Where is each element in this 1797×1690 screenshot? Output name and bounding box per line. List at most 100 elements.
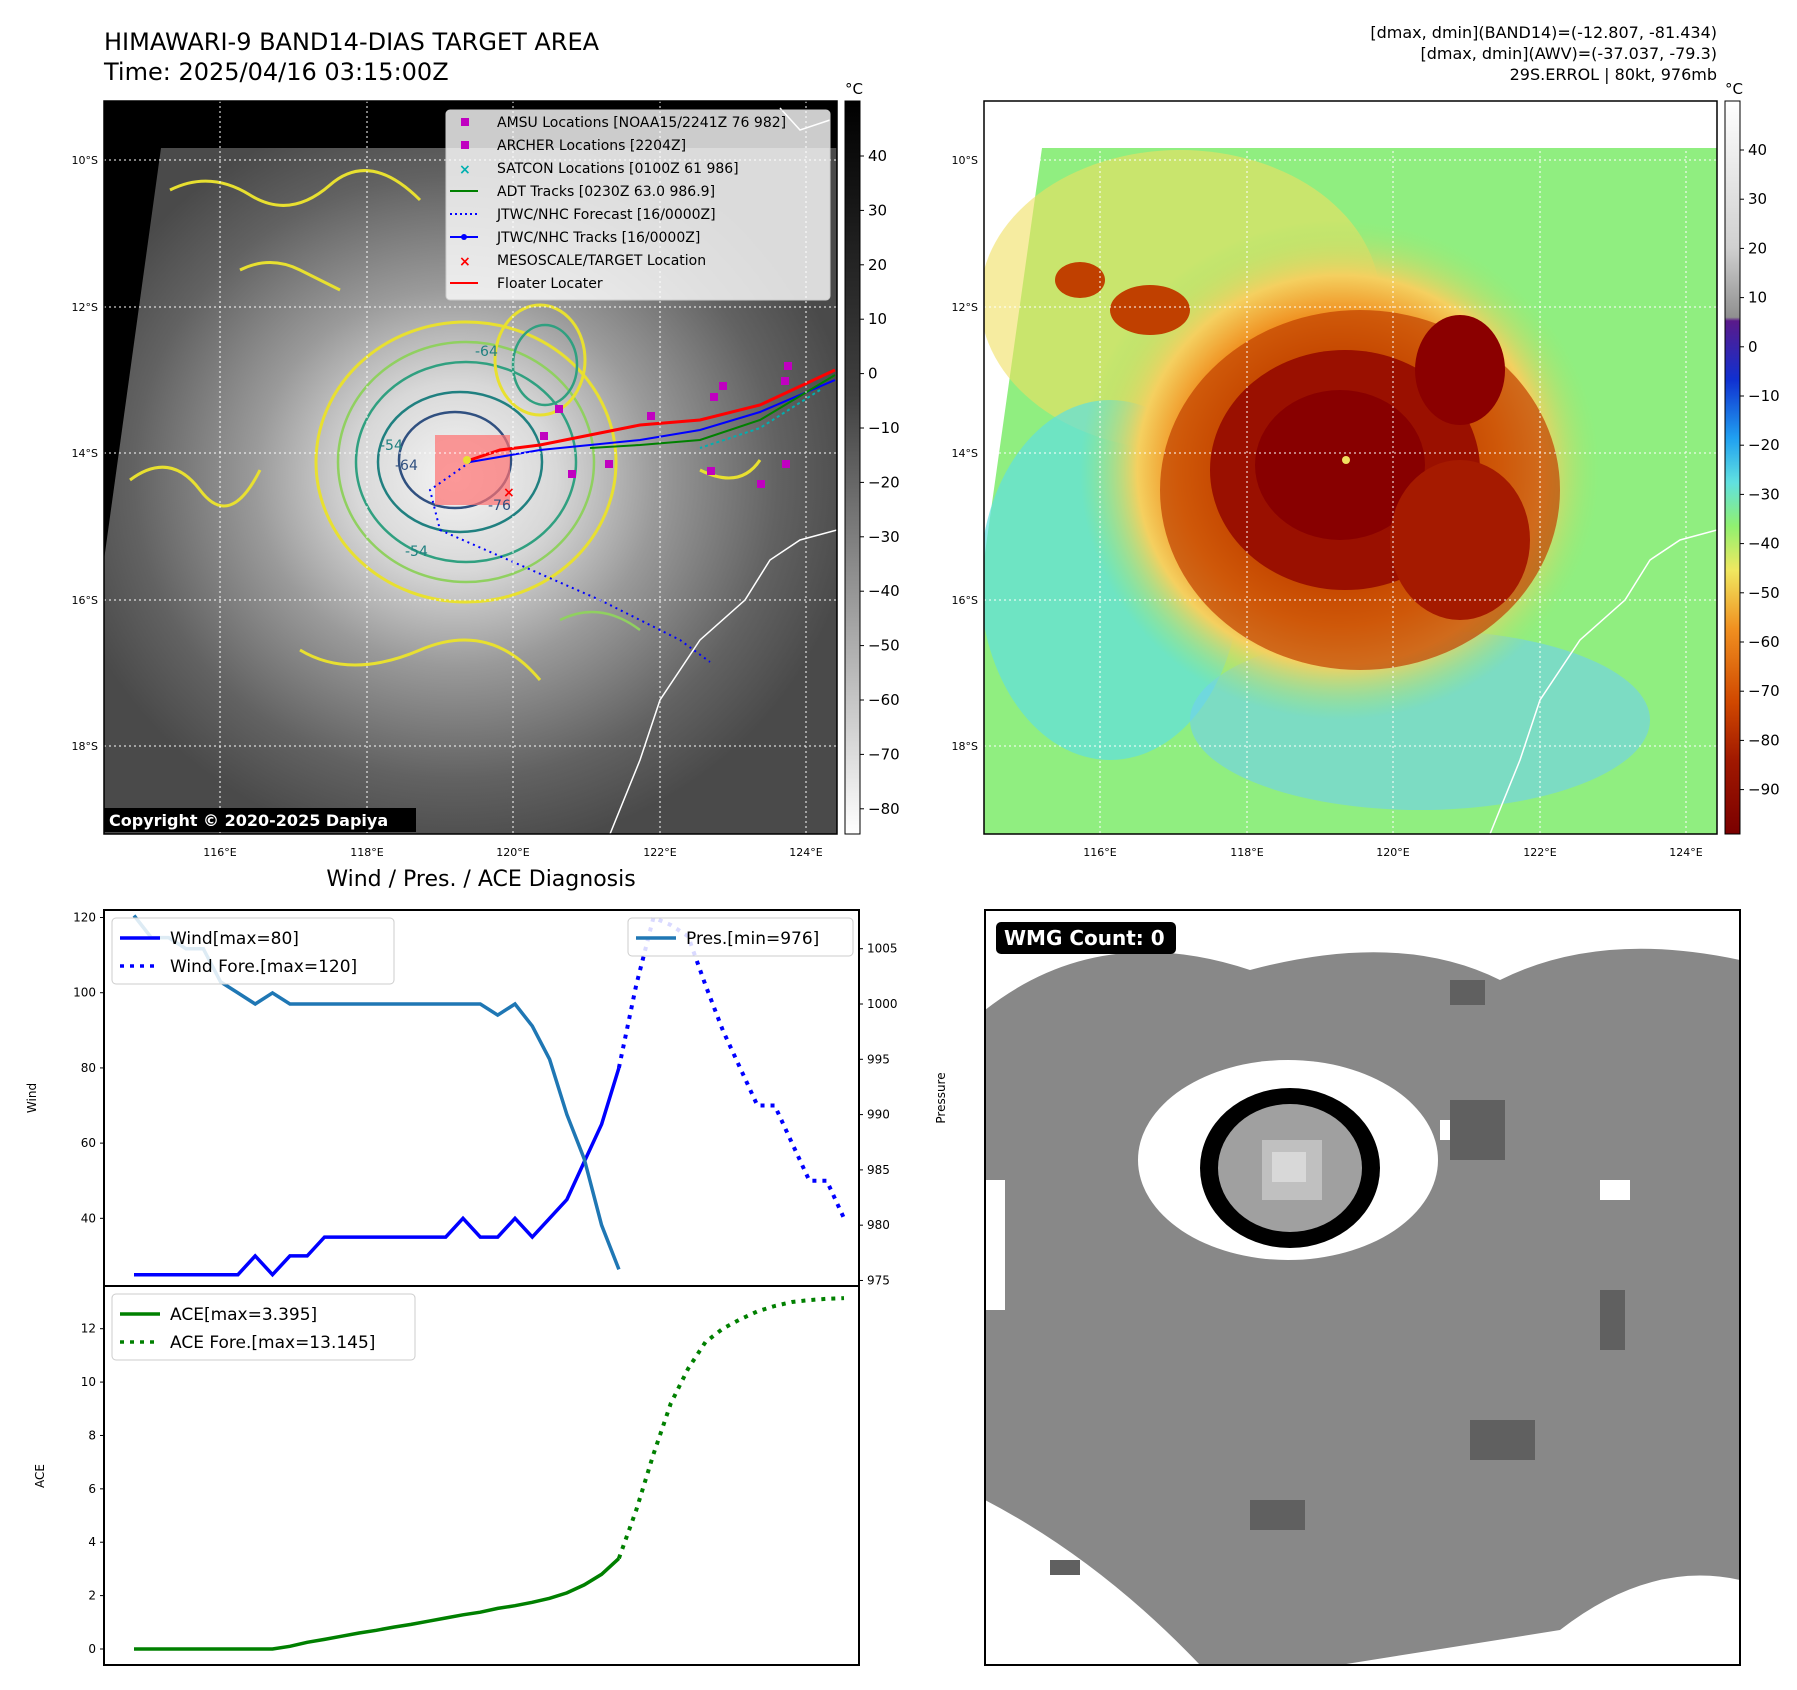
- y-tick-label: 100: [73, 986, 96, 1000]
- y-tick-label: 40: [81, 1211, 96, 1225]
- y-tick-label: 4: [88, 1535, 96, 1549]
- enhanced-ir-panel: [984, 101, 1717, 834]
- colorbar-tick-label: 30: [1748, 190, 1767, 208]
- wmg-badge: [996, 922, 1176, 954]
- series-line: [134, 1067, 621, 1278]
- svg-text:°C: °C: [1725, 80, 1743, 98]
- colorbar-tick-label: 0: [868, 365, 878, 383]
- colorbar-tick-label: −10: [868, 419, 900, 437]
- ir-lat-labels: 10°S 12°S 14°S 16°S 18°S: [72, 154, 98, 753]
- svg-text:18°S: 18°S: [72, 740, 98, 753]
- legend-box: [111, 1293, 416, 1361]
- colorbar-tick-label: −50: [868, 637, 900, 655]
- contour-label: -76: [488, 498, 511, 514]
- colorbar-tick-label: 0: [1748, 338, 1758, 356]
- y2-tick-label: 980: [867, 1218, 890, 1232]
- series-line: [617, 1296, 845, 1560]
- colorbar-tick-label: −10: [1748, 387, 1780, 405]
- svg-text:14°S: 14°S: [72, 447, 98, 460]
- colorbar-tick-label: 10: [868, 310, 887, 328]
- y-tick-label: 80: [81, 1061, 96, 1075]
- colorbar-tick-label: −80: [868, 800, 900, 818]
- svg-text:×: ×: [503, 485, 515, 501]
- colorbar-tick-label: −80: [1748, 731, 1780, 749]
- contour-label: -64: [395, 458, 418, 474]
- y2-tick-label: 1005: [867, 942, 898, 956]
- legend-item: ADT Tracks [0230Z 63.0 986.9]: [450, 184, 715, 200]
- legend-item: Floater Locater: [450, 276, 603, 292]
- copyright-label: Copyright © 2020-2025 Dapiya: [109, 811, 388, 830]
- info-storm: 29S.ERROL | 80kt, 976mb: [1510, 65, 1717, 84]
- legend-label: SATCON Locations [0100Z 61 986]: [497, 161, 739, 177]
- colorbar-tick-label: −60: [868, 691, 900, 709]
- colorbar-tick-label: −20: [868, 473, 900, 491]
- colorbar-tick-label: −70: [868, 745, 900, 763]
- svg-text:124°E: 124°E: [789, 846, 822, 859]
- contour-label: -54: [405, 544, 428, 560]
- colorbar-tick-label: −20: [1748, 436, 1780, 454]
- y-tick-label: 120: [73, 911, 96, 925]
- legend-label: AMSU Locations [NOAA15/2241Z 76 982]: [497, 115, 786, 131]
- colorbar-tick-label: 40: [868, 147, 887, 165]
- color-lat-labels: 10°S 12°S 14°S 16°S 18°S: [952, 154, 978, 753]
- legend-marker: [461, 234, 467, 240]
- svg-text:16°S: 16°S: [72, 594, 98, 607]
- legend-marker: ×: [459, 254, 471, 270]
- diagnosis-chart-title: Wind / Pres. / ACE Diagnosis: [326, 867, 635, 892]
- colorbar-tick-label: −50: [1748, 584, 1780, 602]
- legend-label: Wind[max=80]: [170, 929, 299, 949]
- ir-legend: AMSU Locations [NOAA15/2241Z 76 982] ARCH…: [445, 109, 831, 301]
- legend-item: × MESOSCALE/TARGET Location: [459, 253, 706, 270]
- svg-text:122°E: 122°E: [1523, 846, 1556, 859]
- svg-text:°C: °C: [845, 80, 863, 98]
- y-tick-label: 60: [81, 1136, 96, 1150]
- wmg-count-label: WMG Count: 0: [1004, 926, 1165, 950]
- color-panel-frame: [983, 100, 1718, 835]
- legend-item: JTWC/NHC Tracks [16/0000Z]: [450, 230, 700, 246]
- legend-label: ADT Tracks [0230Z 63.0 986.9]: [497, 184, 715, 200]
- y2-tick-label: 995: [867, 1052, 890, 1066]
- chart-legend: Pres.[min=976]: [627, 917, 854, 957]
- pressure-axis-label: Pressure: [934, 1072, 948, 1123]
- y2-tick-label: 985: [867, 1163, 890, 1177]
- legend-item: AMSU Locations [NOAA15/2241Z 76 982]: [461, 115, 786, 131]
- svg-text:14°S: 14°S: [952, 447, 978, 460]
- legend-label: JTWC/NHC Tracks [16/0000Z]: [496, 230, 700, 246]
- svg-text:122°E: 122°E: [643, 846, 676, 859]
- wind-axis-label: Wind: [25, 1083, 39, 1113]
- svg-text:12°S: 12°S: [952, 301, 978, 314]
- colorbar-tick-label: 20: [1748, 239, 1767, 257]
- colorbar-tick-label: 20: [868, 256, 887, 274]
- wmg-panel: [985, 910, 1740, 1665]
- colorbar-tick-label: −40: [1748, 535, 1780, 553]
- legend-marker: ×: [459, 162, 471, 178]
- y2-tick-label: 1000: [867, 997, 898, 1011]
- legend-label: ACE[max=3.395]: [170, 1305, 317, 1325]
- y2-tick-label: 975: [867, 1273, 890, 1287]
- legend-label: Floater Locater: [497, 276, 603, 292]
- legend-box: [627, 917, 854, 957]
- colorbar-tick-label: 10: [1748, 289, 1767, 307]
- svg-text:118°E: 118°E: [1230, 846, 1263, 859]
- colorbar-tick-label: −70: [1748, 682, 1780, 700]
- legend-marker: [461, 141, 469, 149]
- wmg-panel-frame: [984, 909, 1741, 1666]
- chart-legend: Wind[max=80] Wind Fore.[max=120]: [111, 917, 395, 985]
- legend-label: ARCHER Locations [2204Z]: [497, 138, 686, 154]
- color-colorbar: °C 40 30 20 10 0 −10 −20 −30 −40 −50 −60 −70 −80 −90: [1724, 80, 1780, 835]
- contour-label: -64: [475, 344, 498, 360]
- colorbar-tick-label: −40: [868, 582, 900, 600]
- legend-box: [111, 917, 395, 985]
- figure-time: Time: 2025/04/16 03:15:00Z: [103, 58, 449, 86]
- legend-label: Wind Fore.[max=120]: [170, 957, 357, 977]
- legend-item: × SATCON Locations [0100Z 61 986]: [459, 161, 739, 178]
- legend-label: Pres.[min=976]: [686, 929, 819, 949]
- svg-text:10°S: 10°S: [952, 154, 978, 167]
- legend-item: ARCHER Locations [2204Z]: [461, 138, 686, 154]
- svg-text:118°E: 118°E: [350, 846, 383, 859]
- svg-text:120°E: 120°E: [1376, 846, 1409, 859]
- info-awv: [dmax, dmin](AWV)=(-37.037, -79.3): [1420, 44, 1717, 63]
- y-tick-label: 12: [81, 1322, 96, 1336]
- svg-text:10°S: 10°S: [72, 154, 98, 167]
